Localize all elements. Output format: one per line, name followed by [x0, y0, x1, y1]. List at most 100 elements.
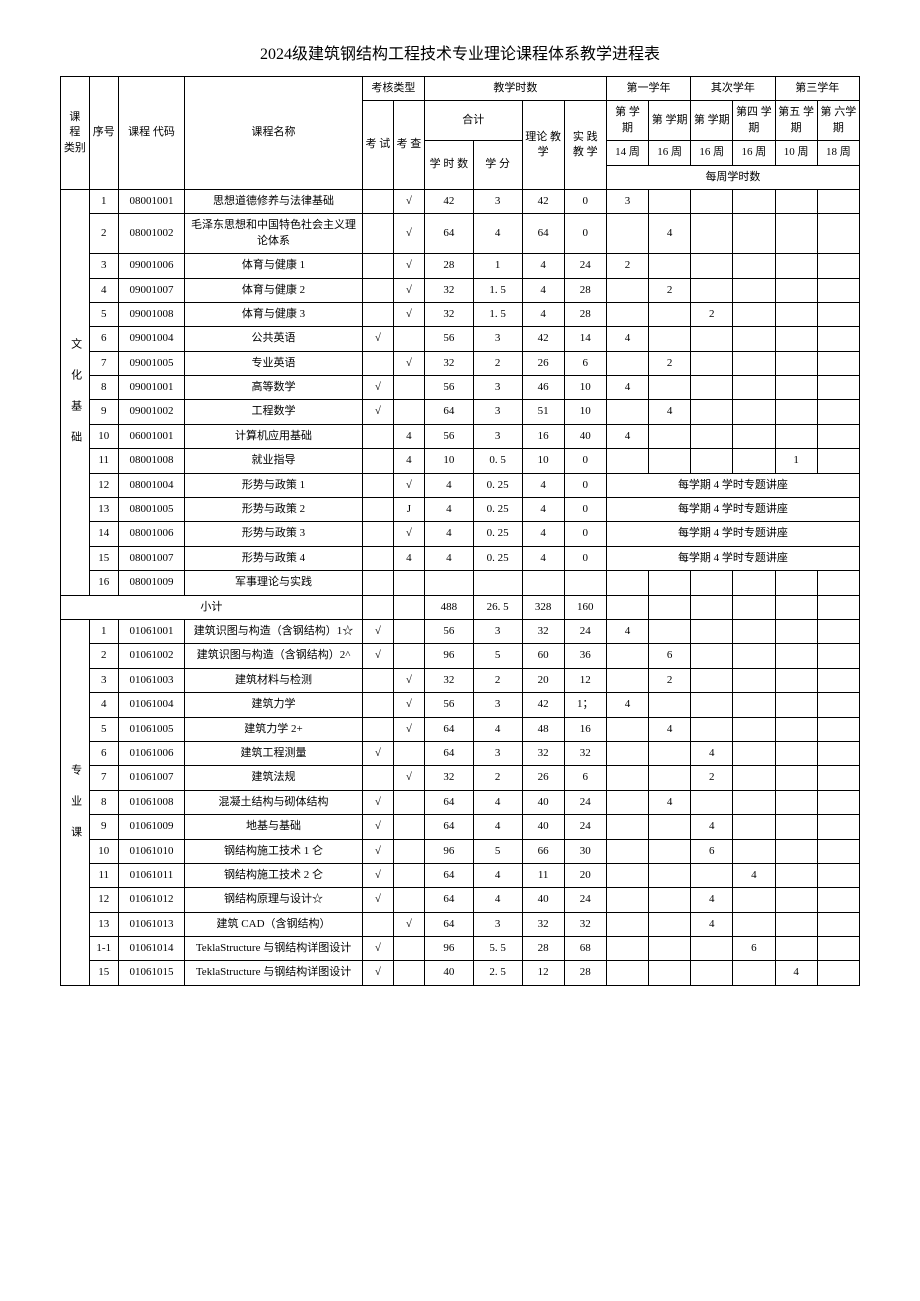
- table-row: 809001001高等数学√56346104: [61, 376, 860, 400]
- cell: [362, 717, 393, 741]
- cell: 4: [691, 888, 733, 912]
- cell: √: [362, 888, 393, 912]
- hdr-name: 课程名称: [185, 77, 363, 190]
- cell: 1. 5: [473, 278, 522, 302]
- hdr-practice: 实 践 教 学: [564, 101, 606, 190]
- cell: 14: [89, 522, 118, 546]
- cell: 12: [89, 473, 118, 497]
- cell: 32: [424, 668, 473, 692]
- cell: 4: [522, 473, 564, 497]
- table-row: 401061004建筑力学√563421；4: [61, 693, 860, 717]
- cell: [817, 961, 859, 985]
- cell: [362, 668, 393, 692]
- cell: 4: [606, 619, 648, 643]
- cell: 0. 25: [473, 546, 522, 570]
- cell: 30: [564, 839, 606, 863]
- hdr-weekly: 每周学时数: [606, 165, 859, 189]
- cell: 就业指导: [185, 449, 363, 473]
- cell: 1: [775, 449, 817, 473]
- cell: 体育与健康 2: [185, 278, 363, 302]
- cell: 08001006: [118, 522, 185, 546]
- cell: 488: [424, 595, 473, 619]
- cell: [733, 668, 775, 692]
- cell: 4: [424, 473, 473, 497]
- cell: 3: [473, 400, 522, 424]
- cell: [393, 815, 424, 839]
- cell: √: [362, 327, 393, 351]
- cell: 64: [424, 888, 473, 912]
- cell: 24: [564, 619, 606, 643]
- cell: [362, 424, 393, 448]
- table-row: 601061006建筑工程测量√64332324: [61, 741, 860, 765]
- cell: 96: [424, 644, 473, 668]
- cell: [775, 327, 817, 351]
- cell: 28: [564, 278, 606, 302]
- cell: [362, 189, 393, 213]
- cell: [606, 400, 648, 424]
- cell: [733, 327, 775, 351]
- cell: [606, 302, 648, 326]
- cell: [362, 693, 393, 717]
- cell: 1. 5: [473, 302, 522, 326]
- cell: [817, 741, 859, 765]
- cell: 08001007: [118, 546, 185, 570]
- cell: 0: [564, 449, 606, 473]
- cell: 13: [89, 498, 118, 522]
- cell: [649, 961, 691, 985]
- table-row: 901061009地基与基础√64440244: [61, 815, 860, 839]
- cell: 4: [522, 302, 564, 326]
- cell: [393, 571, 424, 595]
- cell: 3: [473, 424, 522, 448]
- cell: [362, 571, 393, 595]
- cell: 15: [89, 546, 118, 570]
- cell: [691, 717, 733, 741]
- table-row: 1508001007形势与政策 4440. 2540每学期 4 学时专题讲座: [61, 546, 860, 570]
- cell: 08001002: [118, 214, 185, 254]
- hdr-sem6: 第 六学 期: [817, 101, 859, 141]
- cell: [473, 571, 522, 595]
- cell: 11: [89, 863, 118, 887]
- cell: 24: [564, 888, 606, 912]
- cell: 15: [89, 961, 118, 985]
- cell: [733, 254, 775, 278]
- cell: 01061005: [118, 717, 185, 741]
- cell: 06001001: [118, 424, 185, 448]
- cell: [649, 424, 691, 448]
- table-row: 609001004公共英语√56342144: [61, 327, 860, 351]
- cell: 建筑识图与构造（含钢结构）1☆: [185, 619, 363, 643]
- cell: [393, 644, 424, 668]
- hdr-teach-hours: 教学时数: [424, 77, 606, 101]
- cell: [817, 595, 859, 619]
- cell: [606, 644, 648, 668]
- cell: 小计: [61, 595, 363, 619]
- cell: [649, 815, 691, 839]
- cell: [733, 400, 775, 424]
- cell: 40: [564, 424, 606, 448]
- cell: [775, 668, 817, 692]
- cell: [775, 278, 817, 302]
- table-row: 501061005建筑力学 2+√64448164: [61, 717, 860, 741]
- cell: [691, 863, 733, 887]
- cell: [606, 278, 648, 302]
- cell: 26: [522, 351, 564, 375]
- cell: [649, 327, 691, 351]
- cell: 11: [522, 863, 564, 887]
- cell: √: [362, 644, 393, 668]
- cell: 328: [522, 595, 564, 619]
- cell: [691, 400, 733, 424]
- cell: 军事理论与实践: [185, 571, 363, 595]
- cell: [775, 214, 817, 254]
- hdr-sem3: 第 学期: [691, 101, 733, 141]
- table-row: 909001002工程数学√64351104: [61, 400, 860, 424]
- cell: 56: [424, 424, 473, 448]
- cell: [775, 644, 817, 668]
- cell: [362, 302, 393, 326]
- cell: 0. 25: [473, 498, 522, 522]
- cell: TeklaStructure 与钢结构详图设计: [185, 961, 363, 985]
- cell: 计算机应用基础: [185, 424, 363, 448]
- cell: 4: [691, 741, 733, 765]
- cell: [691, 961, 733, 985]
- cell: 09001005: [118, 351, 185, 375]
- cell: 3: [473, 376, 522, 400]
- cell: 16: [564, 717, 606, 741]
